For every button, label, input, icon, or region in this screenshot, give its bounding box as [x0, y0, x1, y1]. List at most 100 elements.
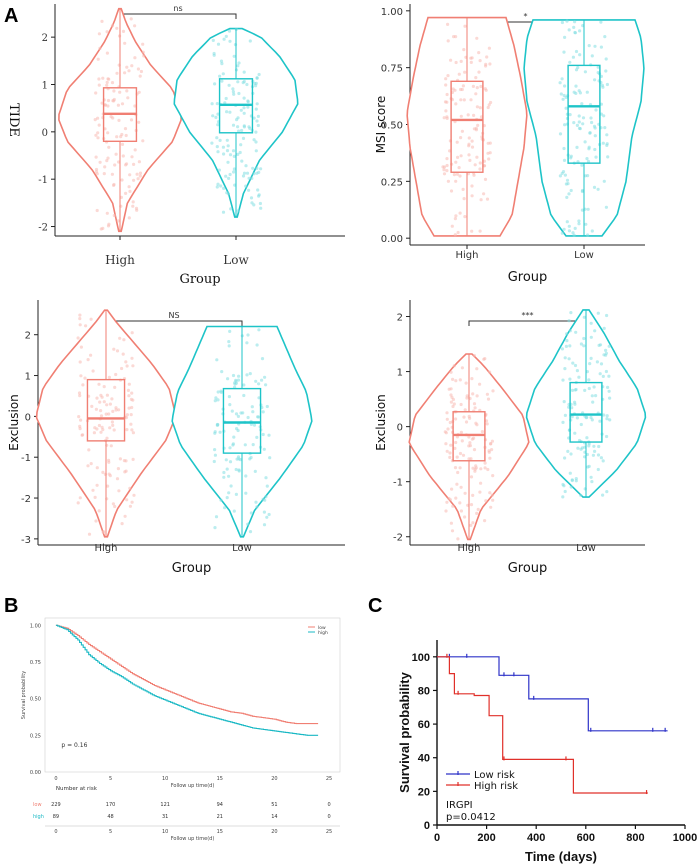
km-curve-low: [55, 624, 319, 725]
data-point: [596, 187, 600, 191]
data-point: [583, 388, 587, 392]
data-point: [448, 420, 452, 425]
data-point: [137, 160, 141, 164]
data-point: [558, 132, 563, 136]
data-point: [472, 354, 476, 358]
data-point: [570, 415, 574, 419]
data-point: [83, 376, 87, 380]
data-point: [93, 495, 97, 499]
data-point: [459, 98, 463, 102]
data-point: [251, 166, 255, 170]
data-point: [456, 155, 460, 159]
data-point: [137, 90, 141, 94]
data-point: [132, 162, 136, 166]
data-point: [490, 439, 494, 443]
data-point: [105, 393, 109, 397]
x-axis-label: Group: [179, 272, 220, 287]
data-point: [573, 20, 577, 24]
data-point: [478, 167, 482, 171]
data-point: [605, 82, 610, 87]
data-point: [136, 177, 140, 181]
data-point: [216, 112, 220, 116]
data-point: [252, 203, 256, 207]
data-point: [123, 71, 127, 75]
data-point: [99, 430, 103, 434]
data-point: [574, 477, 578, 481]
data-point: [222, 470, 226, 475]
data-point: [226, 144, 230, 148]
significance-label: ***: [522, 311, 534, 320]
data-point: [256, 123, 260, 128]
data-point: [468, 158, 472, 162]
data-point: [566, 182, 570, 186]
data-point: [442, 172, 447, 176]
data-point: [131, 364, 135, 368]
data-point: [577, 219, 581, 223]
data-point: [569, 452, 573, 456]
data-point: [591, 453, 596, 457]
x-tick-label: 10: [162, 776, 168, 782]
data-point: [117, 408, 121, 412]
y-tick-label: -2: [21, 494, 31, 505]
data-point: [111, 116, 115, 120]
data-point: [215, 185, 219, 189]
data-point: [575, 416, 580, 420]
data-point: [478, 59, 482, 63]
data-point: [105, 51, 109, 55]
data-point: [254, 130, 258, 134]
data-point: [110, 24, 115, 28]
data-point: [487, 103, 491, 107]
data-point: [241, 174, 246, 178]
data-point: [223, 506, 227, 510]
data-point: [474, 76, 478, 80]
data-point: [97, 509, 101, 513]
data-point: [116, 219, 120, 223]
data-point: [237, 61, 241, 65]
data-point: [214, 515, 219, 519]
data-point: [231, 87, 235, 91]
x-tick-label: 800: [626, 832, 644, 844]
x-tick-label: High: [95, 543, 118, 554]
panel-label-b: B: [4, 595, 18, 617]
data-point: [589, 356, 593, 360]
data-point: [485, 392, 489, 396]
data-point: [131, 204, 135, 208]
data-point: [579, 342, 584, 346]
data-point: [219, 498, 223, 502]
data-point: [590, 394, 594, 398]
violin-low: [523, 19, 645, 237]
data-point: [463, 70, 467, 74]
data-point: [102, 385, 106, 389]
data-point: [488, 62, 492, 66]
data-point: [574, 49, 579, 54]
data-point: [233, 381, 237, 385]
data-point: [110, 420, 114, 424]
data-point: [449, 400, 453, 404]
significance-label: NS: [168, 311, 179, 320]
data-point: [111, 99, 115, 103]
data-point: [605, 434, 609, 439]
data-point: [443, 100, 448, 104]
data-point: [97, 382, 101, 386]
data-point: [445, 92, 449, 97]
data-point: [130, 428, 134, 432]
data-point: [89, 462, 93, 466]
data-point: [607, 389, 611, 393]
data-point: [94, 155, 98, 159]
data-point: [117, 160, 121, 164]
data-point: [580, 163, 584, 167]
data-point: [106, 104, 110, 108]
risk-value: 121: [160, 802, 170, 808]
data-point: [605, 313, 609, 318]
y-tick-label: 1: [397, 368, 403, 379]
data-point: [562, 50, 566, 54]
data-point: [242, 79, 246, 84]
data-point: [265, 515, 269, 519]
data-point: [450, 487, 454, 491]
data-point: [130, 331, 134, 335]
data-point: [459, 509, 463, 513]
data-point: [601, 459, 605, 463]
data-point: [114, 152, 118, 156]
data-point: [115, 477, 120, 481]
risk-row-label-low: low: [33, 802, 42, 808]
